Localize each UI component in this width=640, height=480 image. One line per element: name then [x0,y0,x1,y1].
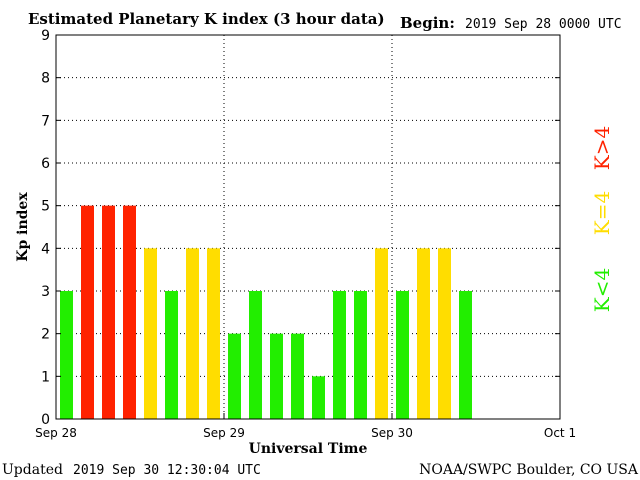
kp-bar [228,333,241,419]
kp-bar [123,205,136,419]
kp-bar [375,248,388,419]
y-tick-label: 9 [41,28,50,44]
y-tick-label: 4 [41,241,50,257]
kp-bar [249,291,262,419]
kp-bar [60,291,73,419]
chart-title: Estimated Planetary K index (3 hour data… [28,10,385,28]
kp-bar [186,248,199,419]
legend-equal: K=4 [590,191,614,235]
kp-bar [270,333,283,419]
kp-bar [417,248,430,419]
kp-bar [396,291,409,419]
kp-bar [102,205,115,419]
updated-value: 2019 Sep 30 12:30:04 UTC [73,463,261,478]
y-axis-label: Kp index [15,192,31,262]
kp-bar [354,291,367,419]
legend-high: K>4 [590,126,614,170]
source-credit: NOAA/SWPC Boulder, CO USA [419,462,639,478]
updated-label: Updated [2,462,63,478]
kp-bar [291,333,304,419]
y-ticks: 0 1 2 3 4 5 6 7 8 9 [41,28,560,428]
x-tick-label: Oct 1 [544,426,576,440]
kp-bar [144,248,157,419]
grid-lines [56,35,560,419]
y-tick-label: 8 [41,71,50,87]
x-ticks: Sep 28 Sep 29 Sep 30 Oct 1 [35,413,576,440]
kp-bar [459,291,472,419]
kp-bar [207,248,220,419]
y-tick-label: 7 [41,113,50,129]
y-tick-label: 3 [41,284,50,300]
kp-bar [438,248,451,419]
kp-bar [312,376,325,419]
x-tick-label: Sep 30 [371,426,413,440]
x-tick-label: Sep 29 [203,426,245,440]
legend-low: K<4 [590,268,614,312]
y-tick-label: 0 [41,412,50,428]
begin-value: 2019 Sep 28 0000 UTC [465,17,622,32]
x-axis-label: Universal Time [249,441,368,457]
plot-frame [55,34,561,420]
x-tick-label: Sep 28 [35,426,77,440]
y-tick-label: 6 [41,156,50,172]
bars [60,205,472,419]
y-tick-label: 2 [41,327,50,343]
y-tick-label: 5 [41,199,50,215]
begin-label: Begin: [400,14,455,32]
kp-bar [81,205,94,419]
kp-bar [165,291,178,419]
kp-bar [333,291,346,419]
y-tick-label: 1 [41,369,50,385]
